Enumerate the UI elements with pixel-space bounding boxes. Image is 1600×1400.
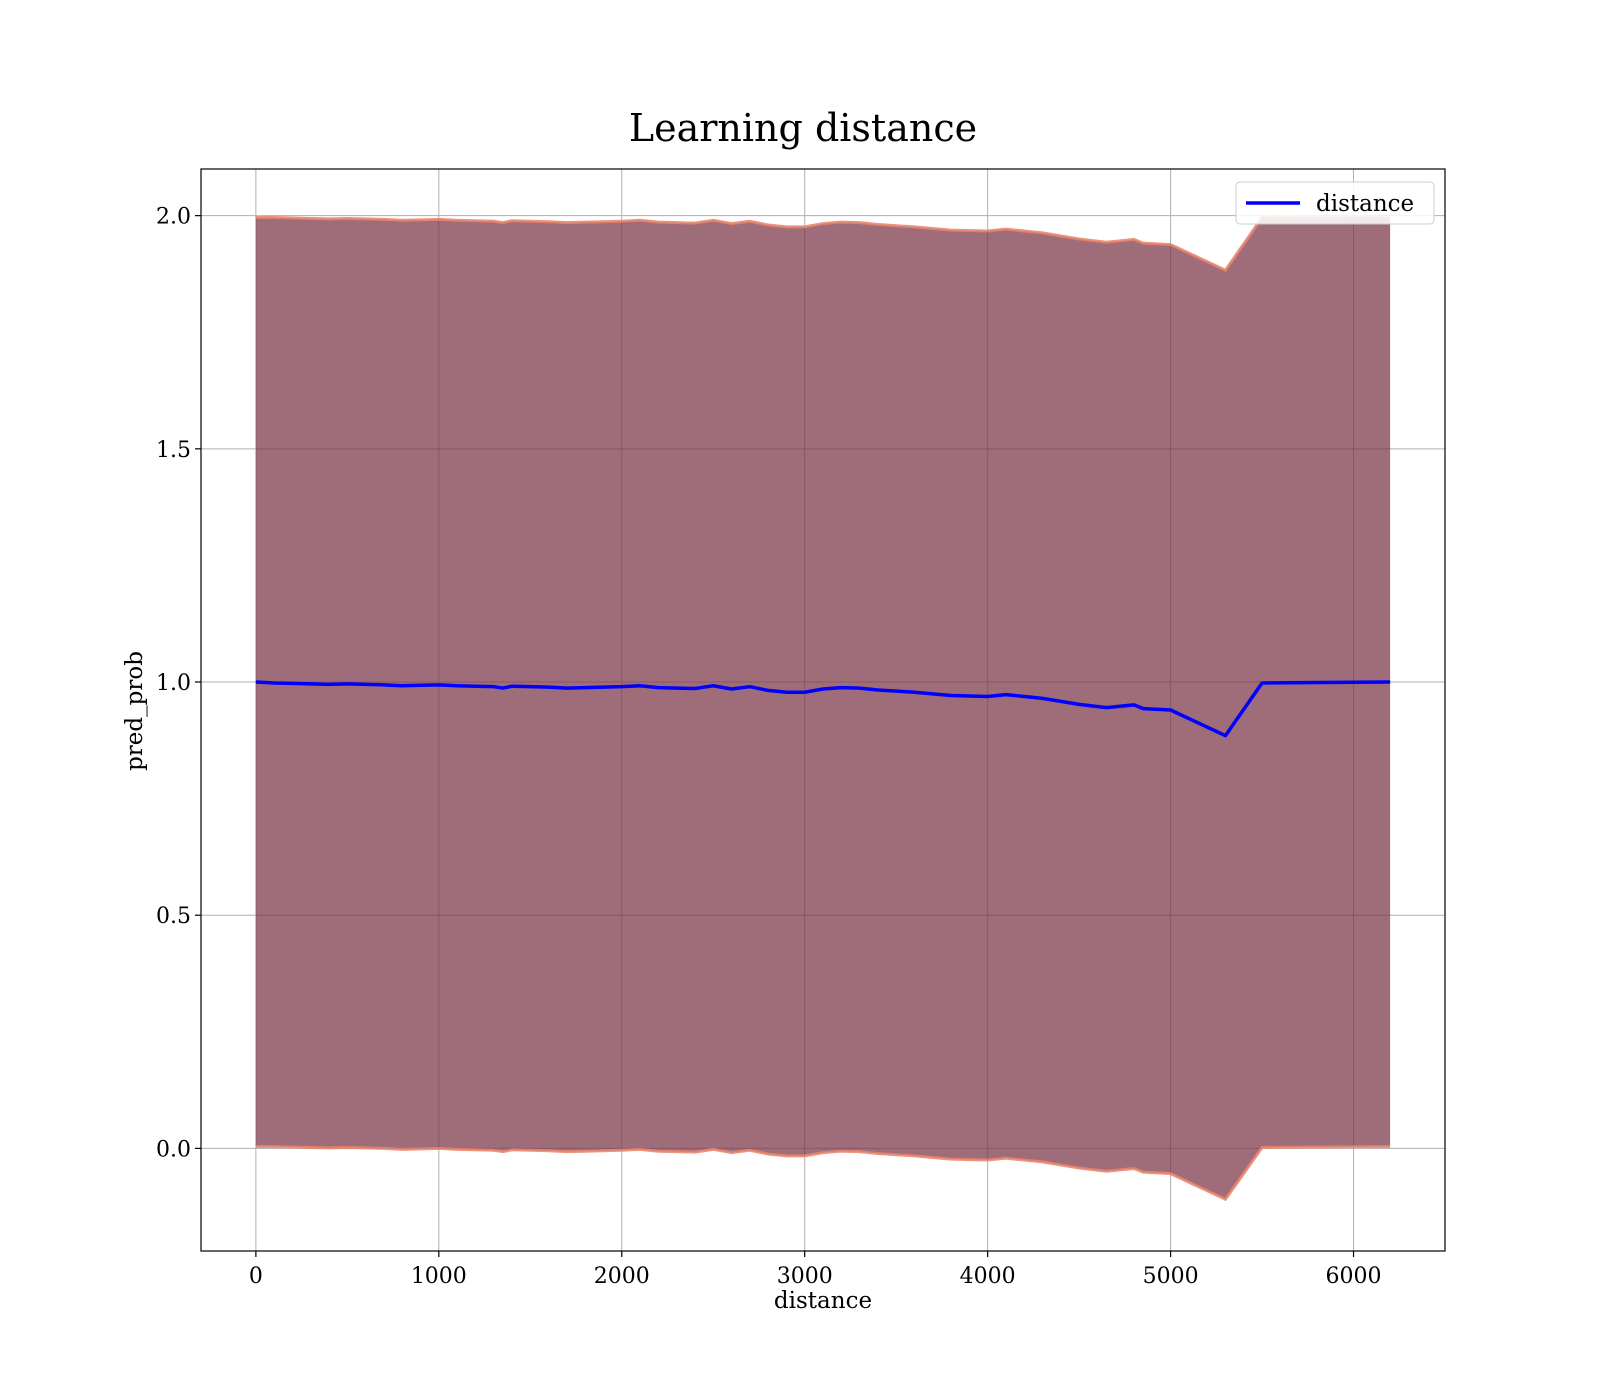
x-tick-label: 4000 xyxy=(960,1264,1016,1289)
x-tick-label: 1000 xyxy=(411,1264,467,1289)
band-upper-edge xyxy=(255,215,1391,273)
x-tick-label: 2000 xyxy=(594,1264,650,1289)
legend-box xyxy=(1235,181,1435,225)
confidence-band xyxy=(255,215,1391,1202)
y-tick-label: 2.0 xyxy=(156,205,191,230)
y-tick-label: 0.0 xyxy=(156,1137,191,1162)
x-tick-label: 6000 xyxy=(1326,1264,1382,1289)
plot-frame xyxy=(200,168,1446,1252)
legend-label: distance xyxy=(1316,191,1414,217)
x-tick-label: 5000 xyxy=(1143,1264,1199,1289)
y-axis-label: pred_prob xyxy=(122,651,148,771)
y-axis: 0.0 0.5 1.0 1.5 2.0 xyxy=(156,205,201,1162)
x-tick-label: 0 xyxy=(249,1264,263,1289)
x-tick-label: 3000 xyxy=(777,1264,833,1289)
band-lower-edge xyxy=(255,1145,1391,1202)
x-axis-label: distance xyxy=(774,1288,872,1314)
series-line-distance xyxy=(255,680,1391,738)
y-tick-label: 1.0 xyxy=(156,671,191,696)
band-area xyxy=(255,216,1391,1200)
y-tick-label: 1.5 xyxy=(156,438,191,463)
x-axis: 0 1000 2000 3000 4000 5000 6000 xyxy=(249,1251,1382,1289)
y-tick-label: 0.5 xyxy=(156,904,191,929)
series-lines xyxy=(255,680,1391,738)
legend: distance xyxy=(1235,181,1435,225)
chart-title: Learning distance xyxy=(629,106,977,150)
